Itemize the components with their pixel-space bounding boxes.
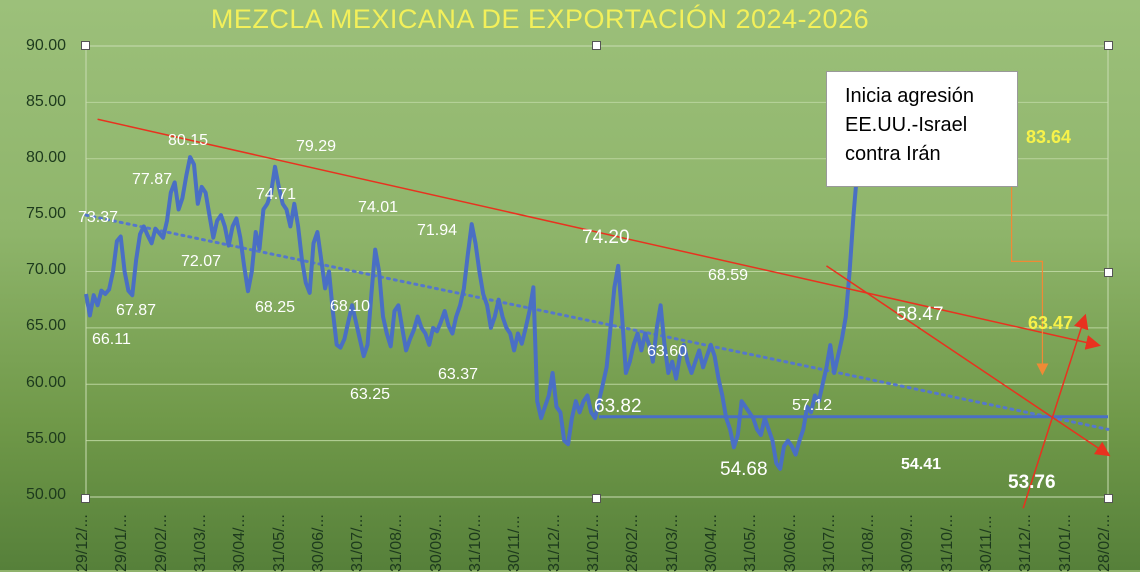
x-tick-label: 31/07/... xyxy=(820,514,838,572)
annotation-note: Inicia agresión EE.UU.-Israel contra Irá… xyxy=(826,71,1018,187)
y-tick-label: 55.00 xyxy=(25,430,66,447)
x-tick-label: 30/06/... xyxy=(309,514,327,572)
y-tick-label: 80.00 xyxy=(25,149,66,166)
y-tick-label: 65.00 xyxy=(25,317,66,334)
data-label: 79.29 xyxy=(296,138,337,155)
data-label: 68.10 xyxy=(330,298,371,315)
chart-title: MEZCLA MEXICANA DE EXPORTACIÓN 2024-2026 xyxy=(210,4,870,34)
data-label: 74.01 xyxy=(358,199,399,216)
resize-handle[interactable] xyxy=(592,494,601,503)
note-line: EE.UU.-Israel xyxy=(845,114,968,136)
resize-handle[interactable] xyxy=(81,41,90,50)
resize-handle[interactable] xyxy=(1104,268,1113,277)
data-label: 54.41 xyxy=(901,456,942,473)
data-label: 58.47 xyxy=(896,304,944,325)
data-label: 68.25 xyxy=(255,299,296,316)
y-tick-label: 60.00 xyxy=(25,374,66,391)
x-tick-label: 30/09/... xyxy=(427,514,445,572)
x-tick-label: 31/03/... xyxy=(191,514,209,572)
x-tick-label: 31/08/... xyxy=(388,514,406,572)
x-tick-label: 31/10/... xyxy=(938,514,956,572)
x-tick-label: 29/02/... xyxy=(152,514,170,572)
resize-handle[interactable] xyxy=(81,494,90,503)
resize-handle[interactable] xyxy=(1104,41,1113,50)
data-label: 63.60 xyxy=(647,343,688,360)
data-label: 67.87 xyxy=(116,302,157,319)
data-label: 54.68 xyxy=(720,459,768,480)
x-tick-label: 31/08/... xyxy=(860,514,878,572)
x-tick-label: 31/05/... xyxy=(270,514,288,572)
y-tick-label: 70.00 xyxy=(25,261,66,278)
data-label: 77.87 xyxy=(132,171,173,188)
x-tick-label: 31/12/... xyxy=(1017,514,1035,572)
red-trend-arrow xyxy=(1022,313,1089,509)
x-tick-label: 29/12/... xyxy=(74,514,91,572)
x-tick-label: 31/12/... xyxy=(545,514,563,572)
y-tick-label: 85.00 xyxy=(25,93,66,110)
x-tick-label: 30/04/... xyxy=(231,514,249,572)
x-tick-label: 31/05/... xyxy=(742,514,760,572)
data-label: 73.37 xyxy=(78,209,119,226)
data-label: 63.37 xyxy=(438,366,479,383)
data-label: 63.82 xyxy=(594,396,642,417)
red-trend-arrow xyxy=(826,265,1111,457)
orange-callout-arrow xyxy=(1010,147,1049,376)
x-tick-label: 30/09/... xyxy=(899,514,917,572)
x-tick-label: 30/11/... xyxy=(506,515,524,572)
x-tick-label: 30/04/... xyxy=(702,514,720,572)
data-label: 53.76 xyxy=(1008,472,1056,493)
x-tick-label: 31/10/... xyxy=(467,514,485,572)
x-tick-label: 31/01/... xyxy=(1056,514,1074,572)
data-label: 83.64 xyxy=(1026,127,1072,147)
x-tick-label: 31/07/... xyxy=(349,514,367,572)
y-tick-label: 75.00 xyxy=(25,205,66,222)
data-label: 74.71 xyxy=(256,186,297,203)
price-series-line xyxy=(84,117,864,471)
data-label: 72.07 xyxy=(181,253,222,270)
data-label: 68.59 xyxy=(708,267,749,284)
data-label: 80.15 xyxy=(168,132,209,149)
x-tick-label: 31/03/... xyxy=(663,514,681,572)
y-tick-label: 90.00 xyxy=(25,37,66,54)
resize-handle[interactable] xyxy=(1104,494,1113,503)
x-tick-label: 30/11/... xyxy=(978,515,996,572)
data-label: 71.94 xyxy=(417,222,458,239)
note-line: contra Irán xyxy=(845,143,941,165)
x-tick-label: 29/01/... xyxy=(113,514,131,572)
data-label: 63.47 xyxy=(1028,313,1074,333)
red-trend-arrow xyxy=(97,118,1101,350)
resize-handle[interactable] xyxy=(592,41,601,50)
y-tick-label: 50.00 xyxy=(25,486,66,503)
data-label: 57.12 xyxy=(792,397,833,414)
x-tick-label: 31/01/... xyxy=(585,514,602,572)
x-tick-label: 28/02/... xyxy=(1096,514,1113,572)
note-line: Inicia agresión xyxy=(845,85,974,107)
data-label: 63.25 xyxy=(350,386,391,403)
x-tick-label: 28/02/... xyxy=(624,514,642,572)
data-label: 66.11 xyxy=(92,331,131,348)
x-tick-label: 30/06/... xyxy=(781,514,799,572)
dotted-trendline xyxy=(84,213,1110,431)
data-label: 74.20 xyxy=(582,227,630,248)
